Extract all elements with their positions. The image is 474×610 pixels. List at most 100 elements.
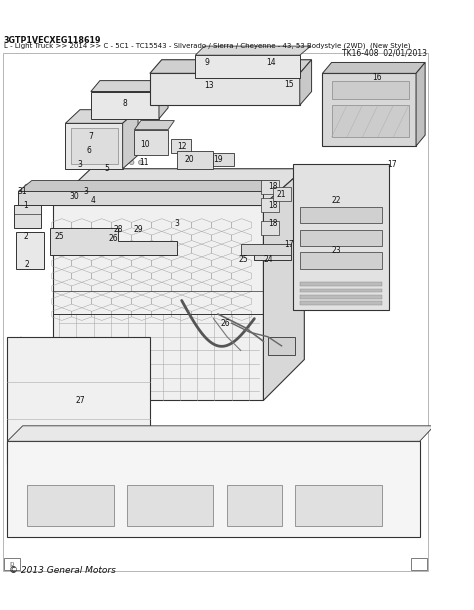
Text: 31: 31 [18,187,27,196]
Text: 3GTP1VECXEG118619: 3GTP1VECXEG118619 [4,36,101,45]
Text: 23: 23 [331,246,341,255]
Bar [300,301,382,305]
Circle shape [138,160,143,165]
Polygon shape [322,62,425,73]
Polygon shape [292,164,389,309]
Text: 6: 6 [87,146,91,155]
Polygon shape [264,169,304,400]
Text: 20: 20 [184,155,194,164]
Text: 1: 1 [23,201,28,210]
Circle shape [129,160,134,165]
Bar [300,253,382,268]
Circle shape [89,173,93,178]
Polygon shape [135,121,174,130]
Text: 14: 14 [266,58,275,67]
Text: p: p [9,561,14,567]
Bar [332,81,409,99]
Polygon shape [50,228,177,255]
Text: 28: 28 [113,225,123,234]
Polygon shape [150,60,311,73]
Circle shape [266,184,273,190]
Text: L - Light Truck >> 2014 >> C - 5C1 - TC15543 - Silverado / Sierra / Cheyenne - 4: L - Light Truck >> 2014 >> C - 5C1 - TC1… [4,43,410,49]
Text: © 2013 General Motors: © 2013 General Motors [9,566,116,575]
Text: 19: 19 [213,155,223,164]
Polygon shape [261,221,279,235]
Text: 21: 21 [277,190,286,199]
Text: 25: 25 [54,232,64,242]
Bar [410,558,427,570]
Text: 12: 12 [177,142,186,151]
Polygon shape [261,179,279,194]
Bar [295,485,382,526]
Text: 24: 24 [263,255,273,264]
Bar [127,485,213,526]
Text: 26: 26 [220,318,230,328]
Polygon shape [14,182,41,228]
Bar [332,105,409,137]
Text: 26: 26 [109,234,118,243]
Polygon shape [195,46,310,55]
Text: 18: 18 [268,182,277,192]
Polygon shape [159,81,168,119]
Text: 5: 5 [105,164,109,173]
Polygon shape [71,128,118,164]
Polygon shape [300,60,311,105]
Bar [300,289,382,292]
Polygon shape [53,169,304,205]
Circle shape [96,173,100,178]
Polygon shape [241,244,291,255]
Bar [300,207,382,223]
Polygon shape [213,153,234,166]
Polygon shape [416,62,425,146]
Polygon shape [150,73,300,105]
Bar [300,229,382,246]
Text: 2: 2 [25,260,30,268]
Polygon shape [123,110,138,169]
Polygon shape [53,205,264,400]
Text: TK16-408  02/01/2013: TK16-408 02/01/2013 [342,49,427,58]
Polygon shape [255,246,291,260]
Circle shape [136,198,140,203]
Polygon shape [261,198,279,212]
Text: 17: 17 [284,240,294,249]
Polygon shape [322,73,416,146]
Polygon shape [65,110,138,123]
Text: 25: 25 [238,255,248,264]
Polygon shape [65,123,123,169]
Polygon shape [177,151,213,169]
Text: 18: 18 [268,201,277,210]
Polygon shape [7,337,150,464]
Text: 4: 4 [90,196,95,205]
Text: 29: 29 [133,225,143,234]
Bar [300,295,382,299]
Text: 18: 18 [268,219,277,228]
Text: 30: 30 [70,192,79,201]
Circle shape [266,245,270,250]
Polygon shape [171,138,191,153]
Text: 8: 8 [123,99,128,108]
Circle shape [193,171,198,176]
Bar [27,485,114,526]
Text: 10: 10 [140,140,150,149]
Text: 17: 17 [388,160,397,169]
Polygon shape [18,192,264,205]
Polygon shape [7,441,419,537]
Bar [268,337,295,355]
Text: 3: 3 [175,219,180,228]
Text: 15: 15 [284,80,294,89]
Polygon shape [91,92,159,119]
Polygon shape [273,187,291,201]
Bar [300,282,382,286]
Circle shape [180,171,184,176]
Circle shape [266,202,273,208]
Text: 16: 16 [372,73,382,82]
Circle shape [243,245,247,250]
Polygon shape [91,81,168,92]
Text: 7: 7 [89,132,93,142]
Circle shape [266,224,273,231]
Polygon shape [195,55,300,78]
Polygon shape [7,426,434,441]
Text: 11: 11 [139,158,148,167]
Polygon shape [16,232,44,268]
Polygon shape [135,130,168,155]
